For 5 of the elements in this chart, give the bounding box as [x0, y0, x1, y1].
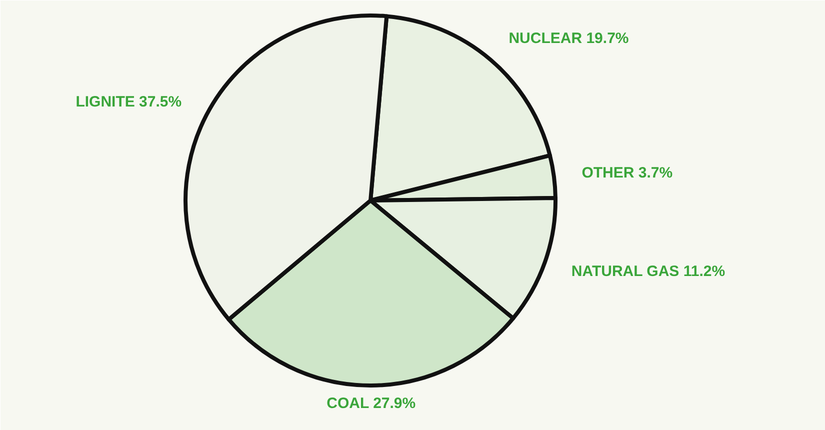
slice-label: LIGNITE 37.5% [76, 94, 182, 111]
slice-label: NUCLEAR 19.7% [508, 30, 629, 47]
slice-label: COAL 27.9% [326, 395, 416, 412]
slice-label: OTHER 3.7% [582, 164, 673, 182]
slice-label: NATURAL GAS 11.2% [571, 262, 726, 280]
